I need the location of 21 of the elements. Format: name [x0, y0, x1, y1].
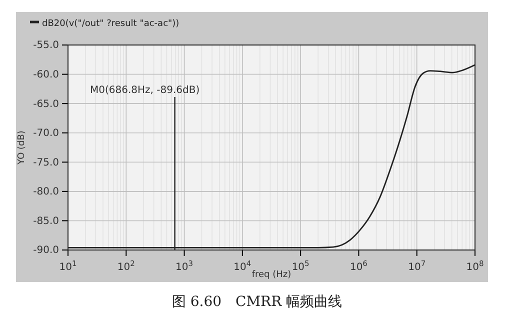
x-tick-label: 10$^{4}$	[234, 258, 252, 273]
x-axis-title: freq (Hz)	[252, 270, 292, 280]
x-tick-label: 10$^{8}$	[466, 258, 484, 273]
y-tick-label: -75.0	[33, 157, 59, 168]
x-tick-label: 10$^{6}$	[350, 258, 368, 273]
y-axis-title: YO (dB)	[17, 130, 27, 166]
x-tick-label: 10$^{3}$	[176, 258, 194, 273]
y-tick-label: -85.0	[33, 216, 59, 227]
y-tick-label: -60.0	[33, 69, 59, 80]
x-tick-label: 10$^{2}$	[117, 258, 136, 273]
y-tick-label: -70.0	[33, 128, 59, 140]
y-tick-label: -90.0	[33, 245, 59, 256]
x-tick-label: 10$^{1}$	[59, 258, 77, 273]
x-tick-label: 10$^{7}$	[408, 258, 426, 273]
x-tick-label: 10$^{5}$	[292, 258, 310, 273]
y-tick-label: -80.0	[33, 186, 59, 198]
ref-line-label: M0(686.8Hz, -89.6dB)	[90, 85, 200, 96]
y-tick-label: -65.0	[33, 98, 59, 110]
caption: 图 6.60 CMRR 幅频曲线	[172, 294, 342, 310]
legend-label: dB20(v("/out" ?result "ac-ac"))	[42, 19, 180, 29]
y-tick-label: -55.0	[33, 40, 59, 52]
